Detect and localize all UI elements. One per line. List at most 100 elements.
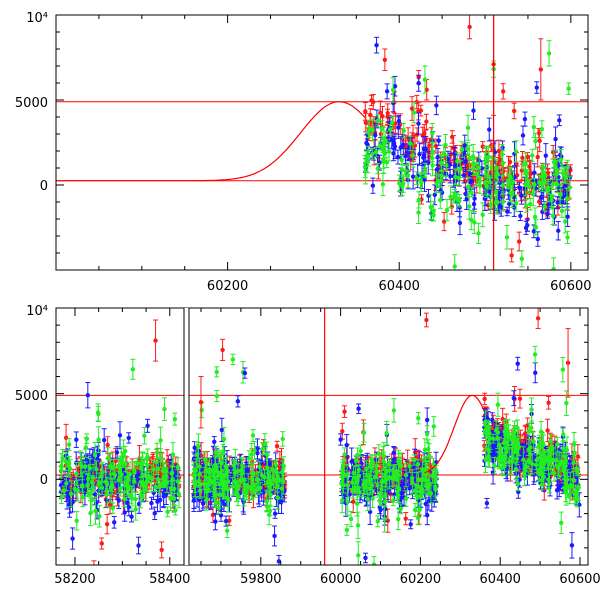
bottom-point-red-marker: [104, 521, 110, 527]
top-point-red: [511, 102, 517, 120]
top-point-blue-marker: [531, 178, 537, 183]
top-point-green-marker: [500, 161, 505, 166]
bottom-point-green-marker: [118, 486, 123, 491]
top-point-green: [437, 191, 443, 209]
top-point-green-marker: [476, 165, 482, 170]
top-outlier-0-marker: [467, 24, 472, 30]
top-point-green: [567, 176, 573, 199]
top-point-green-marker: [495, 172, 501, 177]
top-point-green-marker: [565, 165, 570, 170]
top-point-red-marker: [500, 89, 506, 94]
bottom-point-green-marker: [63, 459, 69, 464]
top-point-green: [541, 163, 547, 186]
top-point-green: [471, 210, 477, 234]
top-point-blue: [405, 143, 411, 162]
top-point-green-marker: [527, 184, 532, 189]
bottom-point-green: [134, 457, 140, 469]
bottom-point-green-marker: [175, 479, 181, 484]
bottom-point-green: [150, 459, 156, 480]
top-point-blue: [486, 117, 492, 142]
top-point-blue-marker: [422, 177, 427, 182]
bottom-point-green: [122, 445, 128, 457]
top-point-red-marker: [409, 106, 415, 111]
top-point-green: [438, 173, 444, 187]
top-point-green: [477, 176, 483, 187]
top-point-blue: [556, 114, 562, 127]
bottom-point-green: [58, 489, 64, 505]
top-outlier-4: [422, 65, 428, 94]
top-point-green: [370, 118, 376, 142]
top-point-green: [428, 194, 434, 220]
top-point-blue: [524, 218, 530, 232]
top-point-green-marker: [459, 147, 465, 152]
bottom-point-green: [63, 475, 69, 492]
bottom-point-blue-marker: [152, 511, 157, 516]
bottom-point-green: [66, 456, 72, 476]
top-point-green-marker: [439, 160, 444, 166]
bottom-point-red: [159, 541, 165, 559]
top-point-blue-marker: [416, 121, 421, 126]
bottom-point-green: [171, 492, 177, 505]
top-point-green: [546, 40, 552, 67]
bottom-point-green-marker: [140, 461, 145, 467]
bottom-point-green: [172, 505, 178, 516]
bottom-point-green: [93, 460, 99, 479]
bottom-point-green-marker: [85, 482, 91, 487]
bottom-point-blue-marker: [112, 520, 117, 525]
top-point-blue-marker: [461, 151, 467, 156]
top-point-blue-marker: [531, 229, 537, 234]
top-model-curve: [56, 101, 366, 182]
top-point-green-marker: [380, 182, 386, 187]
top-point-green: [389, 116, 395, 129]
bottom-point-green: [66, 438, 72, 451]
top-point-blue-marker: [410, 174, 416, 179]
top-point-red-marker: [507, 159, 513, 165]
top-point-red-marker: [537, 199, 542, 204]
bottom-point-green: [155, 457, 161, 481]
bottom-point-green: [153, 481, 159, 493]
top-point-green-marker: [466, 204, 472, 209]
top-point-red-marker: [378, 131, 384, 137]
top-point-red: [423, 113, 429, 130]
top-point-green: [431, 208, 437, 222]
top-point-blue-marker: [403, 153, 408, 159]
top-point-blue-marker: [557, 118, 562, 123]
top-point-red: [509, 248, 515, 263]
top-point-blue-marker: [423, 146, 428, 152]
top-point-green-marker: [559, 208, 565, 214]
top-point-green-marker: [410, 153, 416, 158]
top-point-green: [488, 194, 494, 214]
top-point-green-marker: [525, 179, 530, 185]
bottom-point-blue-marker: [149, 500, 154, 506]
top-point-green-marker: [470, 154, 476, 159]
top-point-green-marker: [480, 212, 485, 217]
top-point-green-marker: [531, 124, 537, 130]
top-point-green: [444, 198, 450, 222]
bottom-point-green-marker: [123, 461, 128, 467]
bottom-point-green-marker: [110, 505, 116, 511]
top-point-green: [366, 119, 372, 139]
top-point-green: [369, 147, 375, 160]
bottom-point-green-marker: [151, 467, 156, 472]
bottom-point-green-marker: [94, 467, 99, 472]
top-point-green-marker: [430, 131, 435, 136]
top-point-green-marker: [407, 141, 413, 146]
top-point-green: [383, 130, 389, 152]
top-outlier-0: [467, 15, 473, 40]
bottom-point-red: [91, 560, 97, 565]
bottom-point-green-marker: [173, 508, 178, 513]
bottom-point-green-marker: [110, 484, 115, 489]
top-point-green-marker: [428, 204, 433, 210]
top-point-green: [523, 199, 529, 213]
top-point-blue-marker: [417, 151, 422, 157]
bottom-point-green: [96, 505, 102, 528]
bottom-point-green: [158, 426, 164, 455]
bottom-point-blue-marker: [136, 543, 141, 548]
bottom-point-green-marker: [112, 472, 118, 478]
top-point-blue: [544, 209, 550, 220]
top-point-blue-marker: [461, 173, 467, 178]
bottom-point-green-marker: [92, 452, 98, 458]
top-point-blue-marker: [426, 193, 431, 198]
bottom-right-data-points: [190, 308, 582, 565]
